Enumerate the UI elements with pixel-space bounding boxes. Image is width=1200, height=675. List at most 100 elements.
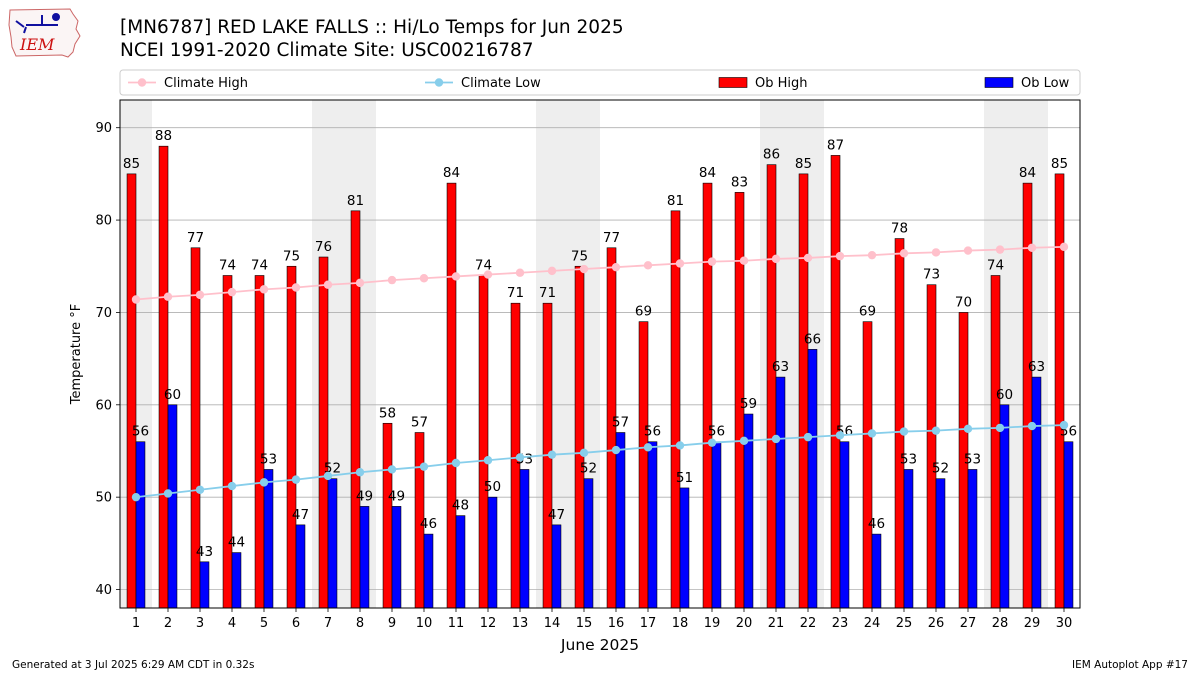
ob-low-label: 57: [612, 415, 629, 431]
ob-low-label: 52: [932, 461, 949, 477]
weekend-band: [792, 100, 824, 608]
ob-high-label: 57: [411, 415, 428, 431]
climate-high-point: [483, 270, 493, 279]
weekend-band: [120, 100, 152, 608]
legend-climate-low-marker: [434, 78, 444, 87]
generated-timestamp: Generated at 3 Jul 2025 6:29 AM CDT in 0…: [12, 659, 255, 671]
y-tick-label: 40: [95, 583, 112, 598]
weekend-band: [312, 100, 344, 608]
x-tick-label: 26: [928, 616, 945, 631]
climate-low-line: [135, 424, 1065, 499]
x-tick-label: 9: [388, 616, 396, 631]
legend-climate-high-label: Climate High: [164, 76, 248, 91]
ob-low-label: 48: [452, 498, 469, 514]
ob-high-label: 84: [699, 165, 716, 181]
x-tick-label: 22: [800, 616, 817, 631]
chart-subtitle: NCEI 1991-2020 Climate Site: USC00216787: [120, 40, 534, 61]
chart-title: [MN6787] RED LAKE FALLS :: Hi/Lo Temps f…: [120, 17, 624, 38]
climate-low-point: [803, 432, 813, 442]
ob-low-bar: [519, 469, 530, 609]
ob-high-bar: [702, 182, 713, 609]
climate-low-point: [195, 485, 205, 494]
ob-low-label: 66: [804, 331, 821, 347]
ob-low-label: 47: [548, 507, 565, 523]
ob-high-label: 69: [635, 304, 652, 320]
x-tick-label: 29: [1024, 616, 1041, 631]
y-axis-label: Temperature °F: [69, 304, 84, 405]
climate-low-point: [707, 438, 717, 447]
climate-low-point: [963, 424, 973, 434]
ob-low-bar: [743, 413, 754, 609]
ob-low-label: 63: [772, 359, 789, 375]
x-tick-label: 8: [356, 616, 364, 631]
ob-high-bar: [446, 182, 457, 609]
y-tick-label: 80: [95, 214, 112, 229]
x-axis-label: June 2025: [560, 636, 639, 654]
ob-low-bar: [423, 533, 434, 609]
ob-low-bar: [199, 561, 210, 609]
ob-high-label: 71: [507, 285, 524, 301]
ob-low-label: 63: [1028, 359, 1045, 375]
ob-high-bar: [510, 302, 521, 609]
ob-high-label: 85: [123, 156, 140, 172]
ob-low-label: 43: [196, 544, 213, 560]
ob-high-bar: [926, 284, 937, 609]
ob-high-label: 78: [891, 221, 908, 237]
ob-high-label: 88: [155, 128, 172, 144]
climate-high-point: [675, 259, 685, 268]
x-tick-label: 24: [864, 616, 881, 631]
ob-low-label: 53: [964, 451, 981, 467]
ob-low-label: 53: [260, 451, 277, 467]
legend-ob-low-swatch: [984, 77, 1014, 88]
ob-high-bar: [670, 210, 681, 609]
x-tick-label: 15: [576, 616, 593, 631]
climate-low-point: [611, 445, 621, 455]
ob-low-bar: [295, 524, 306, 609]
x-tick-label: 7: [324, 616, 332, 631]
x-tick-label: 5: [260, 616, 268, 631]
climate-high-point: [323, 280, 333, 289]
ob-high-bar: [222, 275, 233, 609]
climate-low-point: [451, 458, 461, 468]
ob-high-bar: [318, 256, 329, 609]
ob-high-label: 73: [923, 267, 940, 283]
ob-high-label: 77: [187, 230, 204, 246]
climate-high-point: [1059, 242, 1069, 252]
ob-high-label: 70: [955, 294, 972, 310]
ob-low-bar: [1031, 376, 1042, 609]
ob-low-bar: [327, 478, 338, 609]
legend-climate-low-label: Climate Low: [461, 76, 541, 91]
ob-low-label: 59: [740, 396, 757, 412]
ob-low-bar: [903, 469, 914, 609]
ob-low-label: 60: [164, 387, 181, 403]
ob-high-bar: [638, 321, 649, 609]
weekend-band: [1016, 100, 1048, 608]
climate-high-point: [611, 262, 621, 272]
ob-high-label: 85: [795, 156, 812, 172]
x-tick-label: 30: [1056, 616, 1073, 631]
ob-low-bar: [551, 524, 562, 609]
ob-low-bar: [647, 441, 658, 609]
ob-low-label: 52: [324, 461, 341, 477]
climate-high-point: [643, 261, 653, 270]
ob-high-bar: [958, 312, 969, 609]
climate-low-point: [1059, 420, 1069, 430]
ob-high-label: 83: [731, 174, 748, 190]
x-tick-label: 19: [704, 616, 721, 631]
ob-low-bar: [359, 506, 370, 609]
ob-high-label: 84: [443, 165, 460, 181]
ob-low-bar: [231, 552, 242, 609]
x-tick-label: 28: [992, 616, 1009, 631]
ob-high-bar: [830, 155, 841, 609]
ob-high-label: 86: [763, 147, 780, 163]
climate-high-point: [803, 253, 813, 263]
x-tick-label: 2: [164, 616, 172, 631]
ob-high-bar: [382, 422, 393, 609]
climate-low-point: [259, 478, 269, 487]
ob-low-bar: [839, 441, 850, 609]
climate-low-point: [835, 431, 845, 440]
climate-low-point: [291, 475, 301, 484]
ob-high-bar: [414, 432, 425, 609]
y-tick-label: 70: [95, 306, 112, 321]
weekend-band: [344, 100, 376, 608]
